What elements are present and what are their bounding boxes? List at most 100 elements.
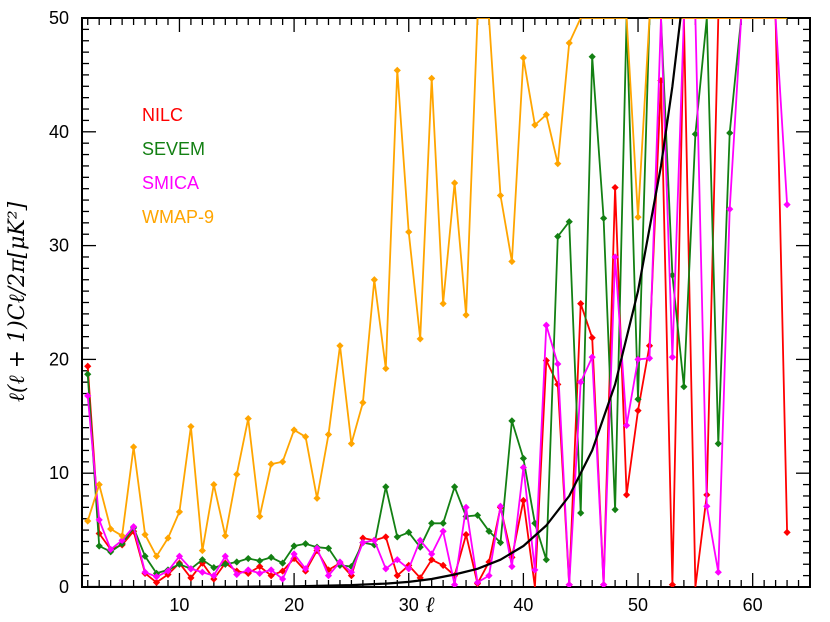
data-point [508, 417, 516, 425]
data-point [439, 527, 447, 535]
data-point [714, 440, 722, 448]
data-point [359, 534, 367, 542]
legend-entry: NILC [142, 105, 183, 125]
data-point [416, 536, 424, 544]
data-point [450, 179, 459, 187]
data-point [187, 565, 195, 573]
data-point [244, 414, 252, 423]
data-point [84, 362, 92, 370]
data-point [668, 581, 677, 587]
data-point [508, 562, 516, 571]
data-point [279, 458, 287, 466]
y-tick-label: 50 [49, 8, 69, 28]
series-smica [84, 18, 791, 587]
data-point [290, 550, 298, 558]
data-point [428, 556, 436, 564]
series-line [86, 18, 788, 558]
data-point [519, 496, 527, 505]
data-point [554, 160, 562, 168]
data-point [439, 561, 447, 569]
data-point [496, 539, 505, 547]
legend-entry: SMICA [142, 173, 199, 193]
data-point [439, 519, 447, 527]
data-point [634, 355, 642, 363]
data-point [233, 558, 241, 566]
data-point [485, 527, 493, 535]
data-point [691, 130, 699, 138]
series-model-curve [87, 18, 682, 587]
data-point [324, 572, 333, 580]
data-point [634, 213, 642, 221]
data-point [473, 578, 482, 587]
data-point [267, 572, 275, 580]
legend: NILC SEVEM SMICA WMAP-9 [142, 105, 214, 227]
data-point [324, 544, 333, 552]
data-point [84, 370, 92, 378]
data-point [198, 546, 206, 555]
data-point [508, 257, 516, 266]
data-point [301, 565, 310, 573]
data-point [496, 191, 505, 200]
data-point [416, 335, 424, 343]
data-point [668, 271, 677, 279]
data-point [405, 565, 413, 573]
data-point [279, 567, 287, 575]
data-point [279, 559, 287, 567]
data-point [210, 480, 218, 489]
data-point [450, 581, 459, 587]
y-tick-label: 30 [49, 236, 69, 256]
data-point [393, 556, 401, 564]
data-point [175, 560, 184, 568]
data-point [256, 562, 264, 571]
data-point [324, 566, 333, 574]
data-point [519, 454, 527, 463]
data-point [175, 508, 184, 516]
data-point [210, 564, 218, 572]
data-point [462, 311, 470, 319]
data-point [588, 53, 596, 61]
data-point [622, 491, 631, 499]
axis-ticks [82, 17, 811, 588]
data-point [347, 440, 356, 448]
data-point [542, 111, 550, 119]
data-point [313, 544, 321, 552]
data-point [152, 573, 161, 581]
data-point [290, 426, 298, 434]
data-point [175, 552, 184, 560]
data-point [668, 353, 677, 361]
data-point [152, 552, 161, 560]
data-point [141, 531, 149, 539]
data-point [783, 528, 791, 536]
data-point [531, 121, 539, 129]
x-axis-label: ℓ [425, 593, 435, 618]
x-tick-label: 40 [513, 595, 533, 615]
y-axis-label: ℓ(ℓ + 1)Cℓ/2π[μK²] [5, 201, 30, 402]
data-point [95, 542, 103, 550]
data-point [233, 470, 241, 478]
data-point [634, 395, 642, 403]
data-point [164, 534, 172, 542]
data-point [726, 205, 734, 213]
data-point [714, 568, 722, 576]
data-point [129, 523, 138, 531]
data-point [336, 558, 344, 566]
data-point [95, 516, 103, 524]
data-point [611, 183, 619, 192]
data-point [370, 276, 378, 284]
data-point [347, 562, 356, 571]
data-point [726, 129, 734, 137]
data-point [565, 581, 573, 587]
data-point [256, 512, 264, 521]
y-tick-label: 40 [49, 122, 69, 142]
data-point [313, 494, 321, 502]
data-point [450, 483, 459, 491]
data-point [382, 483, 390, 491]
data-point [600, 214, 608, 222]
data-point [577, 300, 585, 308]
data-point [554, 360, 562, 368]
data-point [428, 519, 436, 527]
data-point [473, 511, 482, 519]
y-tick-label: 10 [49, 463, 69, 483]
data-point [565, 39, 573, 47]
data-point [290, 542, 298, 550]
